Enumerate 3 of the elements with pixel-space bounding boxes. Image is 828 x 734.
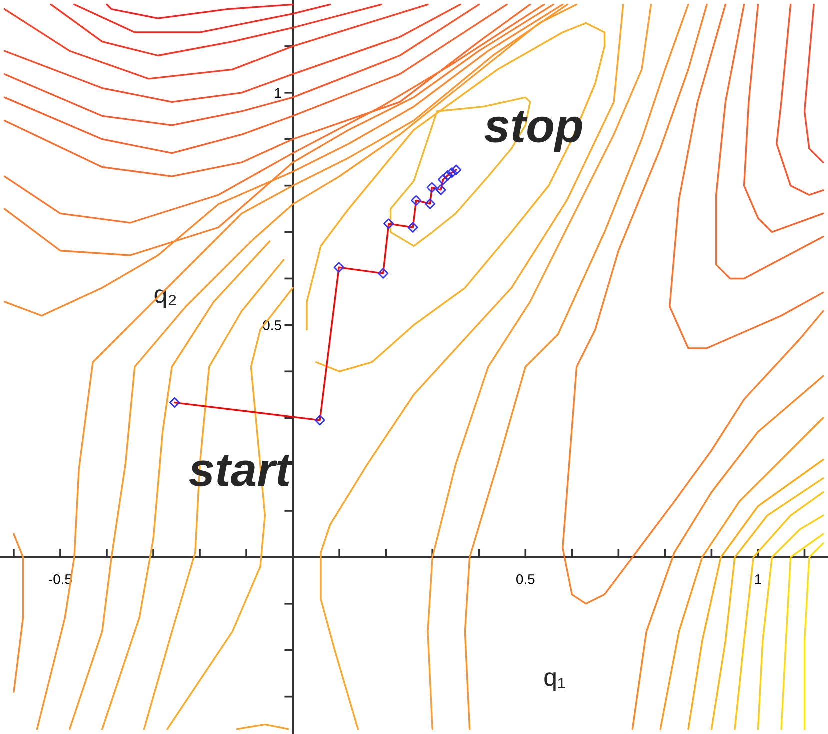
x-axis-title: q₁ [544, 672, 566, 692]
x-tick-label: 1 [755, 574, 762, 584]
x-tick-label: 0.5 [516, 574, 535, 584]
